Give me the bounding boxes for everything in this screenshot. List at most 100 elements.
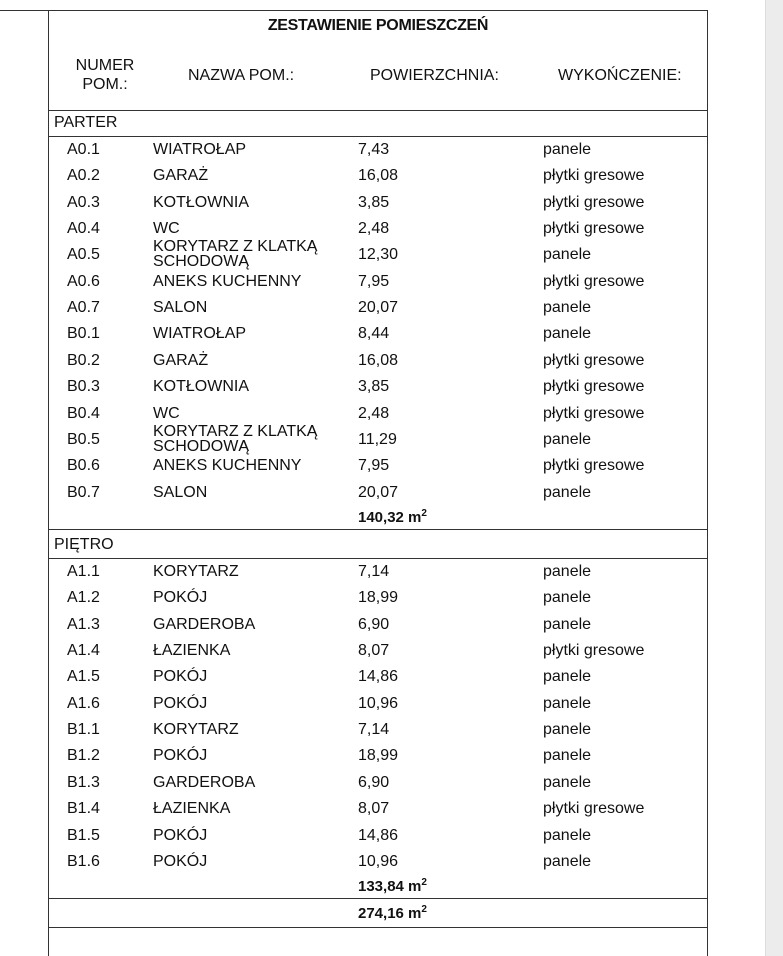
room-number: B1.1 — [67, 721, 100, 739]
table-row: A1.3 GARDEROBA 6,90 panele — [48, 616, 708, 642]
divider — [48, 110, 708, 111]
room-area: 8,07 — [358, 800, 390, 818]
room-name: WIATROŁAP — [153, 141, 247, 158]
table-row: B1.3 GARDEROBA 6,90 panele — [48, 774, 708, 800]
table-row: A0.4 WC 2,48 płytki gresowe — [48, 220, 708, 246]
room-name: POKÓJ — [153, 694, 208, 712]
table-row: B0.4 WC 2,48 płytki gresowe — [48, 405, 708, 431]
room-finish: płytki gresowe — [543, 193, 645, 211]
room-finish: panele — [543, 747, 592, 765]
table-row: A0.5 KORYTARZ Z KLATKĄ SCHODOWĄ 12,30 panel… — [48, 239, 708, 272]
room-finish: panele — [543, 589, 592, 607]
room-number: B0.7 — [67, 483, 100, 501]
room-finish: płytki gresowe — [543, 351, 645, 369]
room-finish: płytki gresowe — [543, 378, 645, 396]
table-left-border — [48, 10, 49, 956]
room-finish: płytki gresowe — [543, 457, 645, 475]
room-finish: panele — [543, 721, 592, 739]
table-row: B0.5 KORYTARZ Z KLATKĄ SCHODOWĄ 11,29 panel… — [48, 423, 708, 457]
room-finish: płytki gresowe — [543, 167, 645, 185]
room-number: B1.2 — [67, 747, 100, 765]
table-row: A0.2 GARAŻ 16,08 płytki gresowe — [48, 167, 708, 193]
room-name: KORYTARZ — [153, 721, 239, 739]
table-row: B0.6 ANEKS KUCHENNY 7,95 płytki gresowe — [48, 457, 708, 483]
room-area: 2,48 — [358, 220, 390, 238]
room-name: POKÓJ — [153, 589, 208, 607]
room-name: WIATROŁAP — [153, 325, 247, 343]
room-name: GARDEROBA — [153, 773, 256, 791]
divider — [48, 898, 708, 900]
room-finish: panele — [543, 141, 592, 158]
table-row: B0.7 SALON 20,07 panele — [48, 484, 708, 510]
table-row: B1.1 KORYTARZ 7,14 panele — [48, 721, 708, 747]
room-area: 7,14 — [358, 721, 390, 739]
room-number: B0.5 — [67, 430, 100, 448]
room-area: 7,14 — [358, 563, 390, 580]
table-row: B1.4 ŁAZIENKA 8,07 płytki gresowe — [48, 800, 708, 826]
header-numer: NUMER POM.: — [60, 56, 150, 94]
room-finish: płytki gresowe — [543, 220, 645, 238]
room-finish: panele — [543, 246, 592, 264]
room-area: 20,07 — [358, 483, 399, 501]
room-finish: płytki gresowe — [543, 800, 645, 818]
divider — [48, 528, 708, 530]
room-name: KORYTARZ Z KLATKĄ SCHODOWĄ — [153, 422, 318, 455]
room-area: 8,44 — [358, 325, 390, 343]
room-area: 18,99 — [358, 589, 399, 607]
unit-exponent: 2 — [421, 507, 427, 519]
room-area: 2,48 — [358, 404, 390, 422]
room-number: A1.2 — [67, 589, 100, 607]
table-row: A1.6 POKÓJ 10,96 panele — [48, 695, 708, 721]
room-area: 14,86 — [358, 826, 399, 844]
section-total: 140,32 m2 — [358, 508, 427, 526]
room-number: B0.2 — [67, 351, 100, 369]
room-finish: panele — [543, 694, 592, 712]
room-name: ŁAZIENKA — [153, 642, 231, 660]
unit-exponent: 2 — [421, 877, 427, 889]
room-name: GARAŻ — [153, 351, 209, 369]
table-row: B0.1 WIATROŁAP 8,44 panele — [48, 325, 708, 351]
room-area: 14,86 — [358, 668, 399, 686]
room-number: B1.5 — [67, 826, 100, 844]
room-name: KOTŁOWNIA — [153, 378, 250, 396]
room-area: 10,96 — [358, 694, 399, 712]
total-value: 274,16 m — [358, 905, 422, 922]
room-area: 8,07 — [358, 642, 390, 660]
section-header: PARTER — [54, 114, 118, 131]
room-finish: panele — [543, 299, 592, 317]
table-row: B1.5 POKÓJ 14,86 panele — [48, 827, 708, 853]
grand-total: 274,16 m2 — [358, 904, 427, 922]
room-finish: płytki gresowe — [543, 642, 645, 660]
room-name: POKÓJ — [153, 852, 208, 870]
room-area: 3,85 — [358, 378, 390, 396]
room-number: A0.4 — [67, 220, 100, 238]
room-number: B1.6 — [67, 852, 100, 870]
room-number: A0.6 — [67, 272, 100, 290]
room-name: GARDEROBA — [153, 615, 256, 633]
room-area: 18,99 — [358, 747, 399, 765]
room-number: B0.4 — [67, 404, 100, 422]
header-powierzchnia: POWIERZCHNIA: — [370, 67, 499, 84]
room-name: ANEKS KUCHENNY — [153, 272, 302, 290]
room-name: WC — [153, 404, 180, 422]
room-finish: płytki gresowe — [543, 404, 645, 422]
room-name: WC — [153, 220, 180, 238]
room-area: 20,07 — [358, 299, 399, 317]
room-area: 16,08 — [358, 167, 399, 185]
unit-exponent: 2 — [421, 904, 427, 915]
room-number: B0.1 — [67, 325, 100, 343]
total-value: 133,84 m — [358, 878, 422, 896]
table-top-border — [0, 10, 708, 11]
header-wykonczenie: WYKOŃCZENIE: — [558, 67, 682, 84]
room-finish: panele — [543, 668, 592, 686]
room-area: 11,29 — [358, 430, 397, 448]
header-numer-line2: POM.: — [82, 76, 128, 93]
table-row: A1.4 ŁAZIENKA 8,07 płytki gresowe — [48, 642, 708, 668]
room-number: B0.6 — [67, 457, 100, 475]
room-name: ŁAZIENKA — [153, 800, 231, 818]
table-row: A1.1 KORYTARZ 7,14 panele — [48, 563, 708, 589]
room-number: B1.4 — [67, 800, 100, 818]
divider — [48, 558, 708, 559]
header-numer-line1: NUMER — [75, 57, 135, 74]
scrollbar[interactable] — [765, 0, 783, 956]
